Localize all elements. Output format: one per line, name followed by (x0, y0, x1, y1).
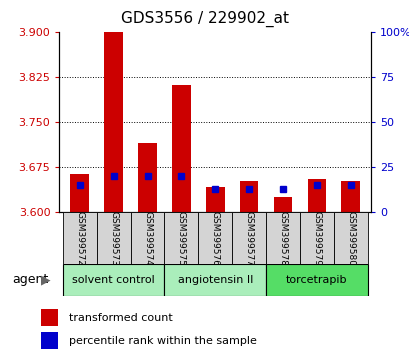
Text: GSM399572: GSM399572 (75, 211, 84, 266)
Text: percentile rank within the sample: percentile rank within the sample (69, 336, 256, 346)
Bar (273, 198, 292, 212)
Text: solvent control: solvent control (72, 275, 155, 285)
Text: GDS3556 / 229902_at: GDS3556 / 229902_at (121, 11, 288, 27)
Bar (104, 32, 123, 212)
Bar (41, 309, 58, 326)
Bar (164, 212, 198, 264)
Bar (307, 179, 326, 212)
Text: GSM399574: GSM399574 (143, 211, 152, 266)
Bar (164, 264, 265, 296)
Bar (265, 264, 367, 296)
Text: transformed count: transformed count (69, 313, 172, 323)
Bar (97, 212, 130, 264)
Text: GSM399579: GSM399579 (312, 211, 321, 266)
Bar (333, 212, 367, 264)
Bar (172, 85, 190, 212)
Bar (231, 212, 265, 264)
Bar (299, 212, 333, 264)
Text: torcetrapib: torcetrapib (285, 275, 347, 285)
Bar (138, 143, 157, 212)
Bar (70, 175, 89, 212)
Text: GSM399577: GSM399577 (244, 211, 253, 266)
Bar (41, 332, 58, 349)
Text: agent: agent (12, 273, 48, 286)
Text: GSM399573: GSM399573 (109, 211, 118, 266)
Text: GSM399575: GSM399575 (176, 211, 185, 266)
Bar (63, 212, 97, 264)
Bar (130, 212, 164, 264)
Bar (265, 212, 299, 264)
Text: angiotensin II: angiotensin II (177, 275, 252, 285)
Text: GSM399580: GSM399580 (345, 211, 354, 266)
Bar (198, 212, 231, 264)
Text: ▶: ▶ (41, 273, 50, 286)
Text: GSM399576: GSM399576 (210, 211, 219, 266)
Bar (239, 181, 258, 212)
Text: GSM399578: GSM399578 (278, 211, 287, 266)
Bar (341, 181, 359, 212)
Bar (63, 264, 164, 296)
Bar (205, 187, 224, 212)
